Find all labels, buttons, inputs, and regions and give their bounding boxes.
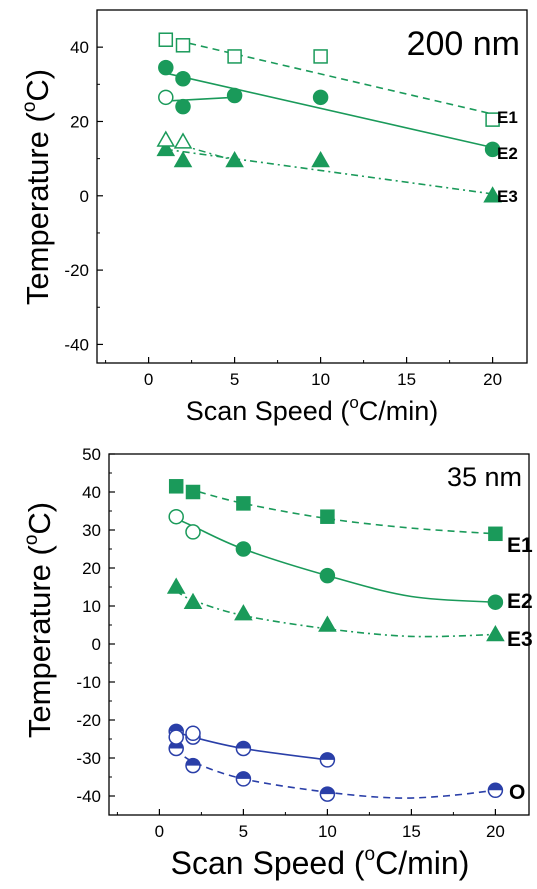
- data-point: [227, 49, 242, 64]
- data-point: [166, 577, 186, 594]
- y-tick-label: 0: [92, 635, 101, 654]
- x-tick-label: 10: [311, 370, 330, 389]
- x-axis-label: Scan Speed (oC/min): [186, 393, 439, 426]
- y-tick-label: 40: [82, 483, 101, 502]
- data-point: [185, 484, 201, 500]
- series-line: [175, 747, 496, 799]
- data-point: [168, 729, 184, 745]
- data-point: [234, 604, 253, 621]
- series-label: E2: [497, 144, 518, 163]
- y-tick-label: -30: [76, 749, 101, 768]
- x-axis-label: Scan Speed (oC/min): [171, 844, 470, 881]
- y-tick-label: -20: [76, 711, 101, 730]
- x-tick-label: 0: [155, 822, 164, 841]
- x-tick-label: 20: [483, 370, 502, 389]
- data-point: [488, 526, 503, 542]
- y-tick-label: 20: [82, 559, 101, 578]
- series-line: [175, 590, 496, 638]
- data-point: [173, 132, 193, 149]
- series-label: E2: [507, 590, 533, 613]
- series-line: [175, 517, 496, 603]
- data-point: [311, 150, 330, 168]
- data-point: [156, 130, 176, 147]
- data-point: [183, 592, 203, 609]
- data-point: [185, 757, 201, 774]
- data-point: [168, 479, 184, 494]
- data-point: [185, 725, 201, 742]
- series-label: E1: [497, 108, 518, 127]
- data-point: [185, 524, 201, 540]
- series-line: [165, 72, 493, 149]
- y-tick-label: 40: [70, 38, 89, 57]
- data-point: [235, 740, 252, 757]
- data-point: [487, 782, 504, 799]
- y-axis-label: Temperature (oC): [19, 69, 55, 305]
- data-point: [484, 141, 501, 158]
- data-point: [158, 59, 174, 76]
- data-point: [175, 70, 191, 87]
- x-tick-label: 5: [239, 822, 248, 841]
- data-point: [486, 624, 505, 642]
- x-tick-label: 15: [397, 370, 416, 389]
- data-point: [158, 32, 174, 47]
- y-tick-label: 30: [82, 521, 101, 540]
- y-tick-label: 20: [70, 112, 89, 131]
- series-label: E3: [507, 628, 533, 651]
- data-point: [320, 509, 335, 524]
- y-tick-label: -20: [64, 261, 89, 280]
- data-point: [312, 89, 329, 106]
- x-tick-label: 15: [402, 822, 421, 841]
- x-tick-label: 20: [486, 822, 505, 841]
- data-point: [313, 49, 328, 64]
- plot-frame: [108, 453, 530, 816]
- series-line: [165, 96, 235, 102]
- series-line: [165, 37, 493, 115]
- series-line: [165, 148, 493, 195]
- chart-title: 35 nm: [447, 462, 522, 492]
- data-point: [485, 112, 500, 127]
- x-tick-label: 5: [230, 370, 239, 389]
- y-tick-label: -40: [64, 335, 89, 354]
- chart-title: 200 nm: [407, 25, 520, 63]
- y-tick-label: -10: [76, 673, 101, 692]
- series-label: E3: [497, 187, 518, 206]
- data-point: [483, 186, 502, 203]
- data-point: [175, 38, 191, 53]
- x-tick-label: 10: [318, 822, 337, 841]
- x-tick-label: 0: [144, 370, 153, 389]
- data-point: [235, 771, 252, 787]
- series-label: O: [509, 781, 525, 804]
- plot-frame: [96, 9, 528, 364]
- y-tick-label: -40: [76, 787, 101, 806]
- data-point: [318, 615, 337, 632]
- data-point: [156, 139, 176, 157]
- data-point: [235, 541, 252, 557]
- data-point: [236, 496, 251, 511]
- data-point: [225, 150, 244, 168]
- data-point: [226, 87, 243, 104]
- data-point: [319, 752, 336, 768]
- data-point: [175, 98, 191, 115]
- data-point: [173, 150, 193, 168]
- y-tick-label: 10: [82, 597, 101, 616]
- data-point: [168, 508, 184, 525]
- y-axis-label: Temperature (oC): [21, 502, 57, 738]
- data-point: [319, 786, 336, 802]
- chart-200nm: 0 5 10 15 20 -40 -20 0 20 40 E1 E2 E3 200 nm Scan S…: [19, 9, 528, 426]
- y-tick-label: 0: [80, 187, 89, 206]
- data-point: [158, 89, 174, 106]
- series-label: E1: [507, 534, 533, 557]
- data-point: [319, 567, 336, 584]
- y-tick-label: 50: [82, 445, 101, 464]
- data-point: [487, 594, 504, 610]
